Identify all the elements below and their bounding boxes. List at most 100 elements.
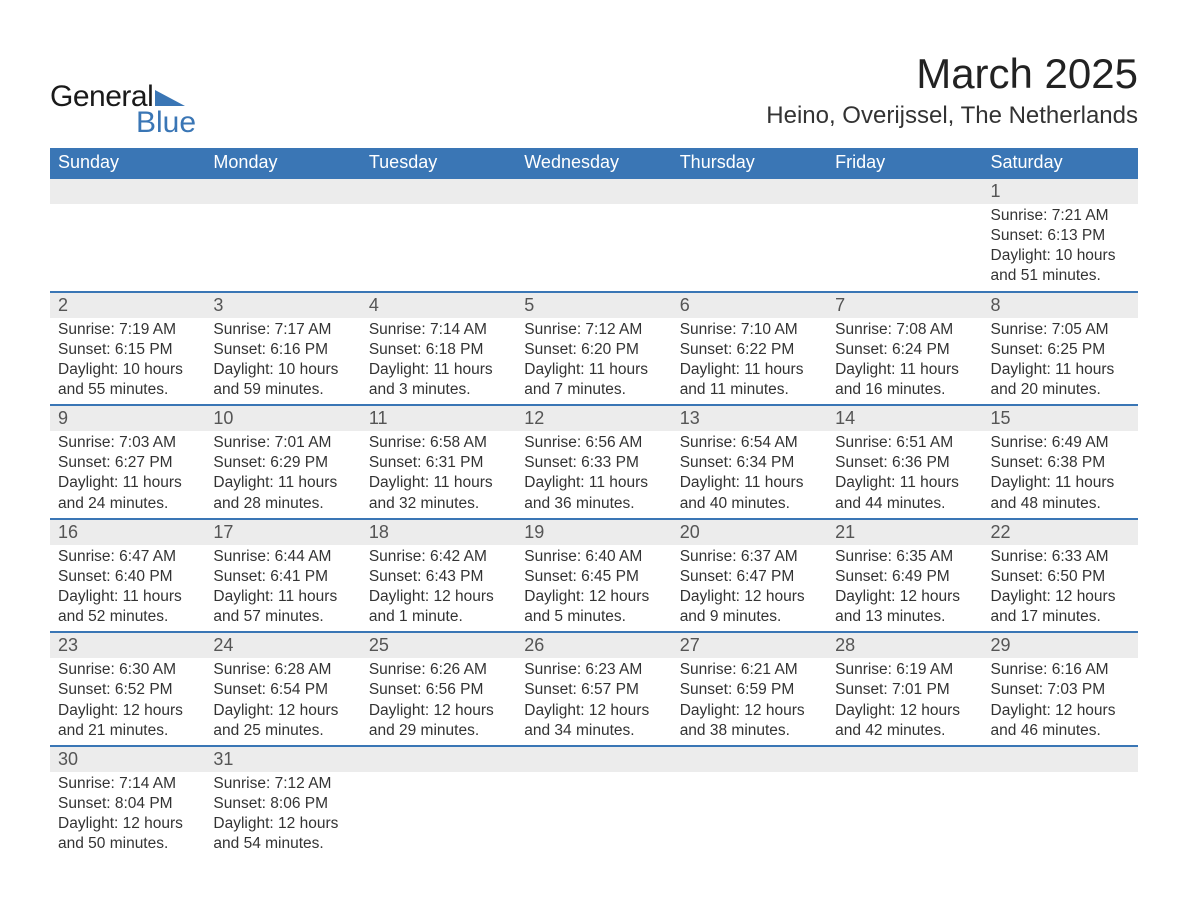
day-number: 6 [680, 295, 690, 315]
day-number-cell [516, 746, 671, 772]
day-daylight1: Daylight: 11 hours [835, 473, 974, 493]
day-sunset: Sunset: 6:45 PM [524, 567, 663, 587]
day-number-cell: 12 [516, 405, 671, 431]
title-block: March 2025 Heino, Overijssel, The Nether… [766, 50, 1138, 140]
day-number: 27 [680, 635, 700, 655]
day-sunset: Sunset: 6:40 PM [58, 567, 197, 587]
day-sunrise: Sunrise: 6:54 AM [680, 433, 819, 453]
day-data-cell: Sunrise: 6:33 AMSunset: 6:50 PMDaylight:… [983, 545, 1138, 633]
day-number: 1 [991, 181, 1001, 201]
day-number-cell: 2 [50, 292, 205, 318]
day-daylight2: and 54 minutes. [213, 834, 352, 854]
day-data-cell: Sunrise: 6:28 AMSunset: 6:54 PMDaylight:… [205, 658, 360, 746]
day-data-cell [50, 204, 205, 292]
day-daylight2: and 55 minutes. [58, 380, 197, 400]
day-sunset: Sunset: 6:57 PM [524, 680, 663, 700]
day-sunset: Sunset: 7:03 PM [991, 680, 1130, 700]
week-daynum-row: 23242526272829 [50, 632, 1138, 658]
day-sunrise: Sunrise: 6:19 AM [835, 660, 974, 680]
day-number-cell: 4 [361, 292, 516, 318]
day-daylight2: and 44 minutes. [835, 494, 974, 514]
day-data-cell: Sunrise: 6:51 AMSunset: 6:36 PMDaylight:… [827, 431, 982, 519]
day-data-cell: Sunrise: 7:01 AMSunset: 6:29 PMDaylight:… [205, 431, 360, 519]
day-daylight1: Daylight: 12 hours [991, 587, 1130, 607]
day-data-cell: Sunrise: 7:19 AMSunset: 6:15 PMDaylight:… [50, 318, 205, 406]
day-daylight2: and 57 minutes. [213, 607, 352, 627]
day-daylight2: and 9 minutes. [680, 607, 819, 627]
day-daylight2: and 20 minutes. [991, 380, 1130, 400]
day-number-cell [205, 178, 360, 204]
day-number: 17 [213, 522, 233, 542]
day-number: 4 [369, 295, 379, 315]
day-sunset: Sunset: 6:52 PM [58, 680, 197, 700]
day-daylight1: Daylight: 12 hours [213, 701, 352, 721]
page-header: General Blue March 2025 Heino, Overijsse… [50, 50, 1138, 140]
day-sunrise: Sunrise: 6:28 AM [213, 660, 352, 680]
day-number-cell: 19 [516, 519, 671, 545]
day-data-cell: Sunrise: 7:14 AMSunset: 6:18 PMDaylight:… [361, 318, 516, 406]
day-number: 12 [524, 408, 544, 428]
day-number-cell: 8 [983, 292, 1138, 318]
day-number-cell: 23 [50, 632, 205, 658]
day-data-cell: Sunrise: 6:44 AMSunset: 6:41 PMDaylight:… [205, 545, 360, 633]
day-number: 16 [58, 522, 78, 542]
day-sunset: Sunset: 6:33 PM [524, 453, 663, 473]
week-data-row: Sunrise: 6:30 AMSunset: 6:52 PM Daylight:… [50, 658, 1138, 746]
day-daylight2: and 29 minutes. [369, 721, 508, 741]
day-number: 30 [58, 749, 78, 769]
day-sunrise: Sunrise: 7:17 AM [213, 320, 352, 340]
day-daylight1: Daylight: 12 hours [58, 814, 197, 834]
day-daylight2: and 5 minutes. [524, 607, 663, 627]
day-daylight2: and 3 minutes. [369, 380, 508, 400]
day-sunrise: Sunrise: 6:40 AM [524, 547, 663, 567]
day-sunset: Sunset: 6:34 PM [680, 453, 819, 473]
day-sunrise: Sunrise: 6:56 AM [524, 433, 663, 453]
day-daylight1: Daylight: 12 hours [991, 701, 1130, 721]
day-data-cell [516, 204, 671, 292]
day-data-cell: Sunrise: 6:19 AMSunset: 7:01 PMDaylight:… [827, 658, 982, 746]
day-number: 21 [835, 522, 855, 542]
day-data-cell: Sunrise: 6:58 AMSunset: 6:31 PMDaylight:… [361, 431, 516, 519]
day-data-cell [827, 204, 982, 292]
week-data-row: Sunrise: 7:14 AMSunset: 8:04 PMDaylight:… [50, 772, 1138, 859]
col-saturday: Saturday [983, 148, 1138, 178]
day-sunset: Sunset: 8:06 PM [213, 794, 352, 814]
day-number: 31 [213, 749, 233, 769]
day-sunset: Sunset: 6:15 PM [58, 340, 197, 360]
day-number: 20 [680, 522, 700, 542]
day-daylight2: and 34 minutes. [524, 721, 663, 741]
brand-logo: General Blue [50, 80, 196, 140]
day-number: 28 [835, 635, 855, 655]
day-sunrise: Sunrise: 6:33 AM [991, 547, 1130, 567]
day-daylight2: and 32 minutes. [369, 494, 508, 514]
day-data-cell: Sunrise: 6:56 AMSunset: 6:33 PMDaylight:… [516, 431, 671, 519]
day-data-cell [827, 772, 982, 859]
day-data-cell: Sunrise: 6:54 AMSunset: 6:34 PMDaylight:… [672, 431, 827, 519]
day-number-cell: 31 [205, 746, 360, 772]
day-number-cell [672, 746, 827, 772]
day-number-cell: 30 [50, 746, 205, 772]
day-sunrise: Sunrise: 7:10 AM [680, 320, 819, 340]
day-daylight2: and 11 minutes. [680, 380, 819, 400]
day-data-cell: Sunrise: 6:30 AMSunset: 6:52 PMDaylight:… [50, 658, 205, 746]
day-number-cell [516, 178, 671, 204]
day-sunrise: Sunrise: 6:30 AM [58, 660, 197, 680]
day-data-cell: Sunrise: 7:17 AMSunset: 6:16 PMDaylight:… [205, 318, 360, 406]
day-number-cell: 13 [672, 405, 827, 431]
day-number-cell [361, 746, 516, 772]
day-daylight2: and 46 minutes. [991, 721, 1130, 741]
day-number-cell: 10 [205, 405, 360, 431]
day-sunrise: Sunrise: 6:35 AM [835, 547, 974, 567]
day-daylight2: and 59 minutes. [213, 380, 352, 400]
day-daylight2: and 28 minutes. [213, 494, 352, 514]
day-sunrise: Sunrise: 6:47 AM [58, 547, 197, 567]
day-daylight1: Daylight: 12 hours [369, 587, 508, 607]
day-daylight2: and 51 minutes. [991, 266, 1130, 286]
day-sunrise: Sunrise: 7:01 AM [213, 433, 352, 453]
day-sunrise: Sunrise: 6:49 AM [991, 433, 1130, 453]
day-sunrise: Sunrise: 7:14 AM [369, 320, 508, 340]
day-data-cell: Sunrise: 7:12 AMSunset: 8:06 PMDaylight:… [205, 772, 360, 859]
day-data-cell: Sunrise: 6:42 AMSunset: 6:43 PMDaylight:… [361, 545, 516, 633]
day-data-cell: Sunrise: 7:14 AMSunset: 8:04 PMDaylight:… [50, 772, 205, 859]
day-daylight2: and 36 minutes. [524, 494, 663, 514]
